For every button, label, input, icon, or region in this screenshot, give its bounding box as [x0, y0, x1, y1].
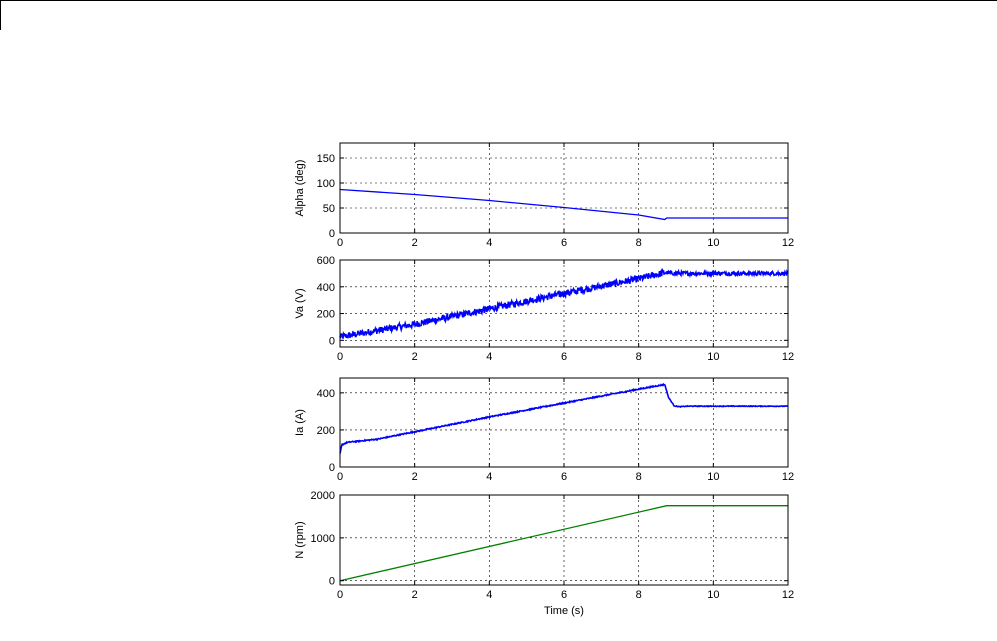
x-tick-label: 4	[486, 471, 492, 483]
y-tick-label: 100	[317, 178, 335, 190]
x-tick-label: 0	[337, 589, 343, 601]
series-line	[339, 188, 788, 221]
x-tick-label: 6	[561, 589, 567, 601]
x-tick-label: 10	[707, 237, 719, 249]
x-tick-label: 8	[636, 237, 642, 249]
series-line	[339, 382, 789, 454]
x-tick-label: 0	[337, 471, 343, 483]
plot-area	[340, 378, 788, 467]
x-tick-label: 10	[707, 351, 719, 363]
x-tick-label: 4	[486, 351, 492, 363]
subplot-va: 0 2 4 6 8 10 12 0 200 400 600 Va (V)	[294, 255, 794, 363]
series-line	[339, 505, 788, 582]
y-tick-label: 2000	[311, 490, 335, 502]
y-tick-label: 200	[317, 309, 335, 321]
y-tick-label: 400	[317, 282, 335, 294]
series-line	[339, 267, 789, 339]
x-tick-label: 2	[412, 471, 418, 483]
y-tick-label: 600	[317, 255, 335, 267]
y-axis-label: N (rpm)	[294, 521, 306, 558]
x-tick-label: 8	[636, 471, 642, 483]
x-tick-label: 6	[561, 351, 567, 363]
x-tick-label: 8	[636, 351, 642, 363]
window-left-border	[0, 0, 1, 30]
y-tick-label: 0	[329, 462, 335, 474]
x-tick-label: 2	[412, 589, 418, 601]
x-tick-label: 12	[782, 237, 794, 249]
x-tick-label: 12	[782, 351, 794, 363]
x-tick-label: 2	[412, 237, 418, 249]
subplot-ia: 0 2 4 6 8 10 12 0 200 400 Ia (A)	[294, 377, 794, 483]
x-tick-label: 2	[412, 351, 418, 363]
y-tick-label: 0	[329, 335, 335, 347]
x-axis-label: Time (s)	[544, 605, 584, 617]
y-tick-label: 0	[329, 228, 335, 240]
subplot-speed: 0 2 4 6 8 10 12 0 1000 2000 N (rpm) Time (s)	[294, 490, 794, 617]
x-tick-label: 6	[561, 237, 567, 249]
y-tick-label: 0	[329, 576, 335, 588]
subplot-alpha: 0 2 4 6 8 10 12 0 50 100 150 Alpha (deg)	[294, 142, 794, 249]
x-tick-label: 10	[707, 471, 719, 483]
y-tick-label: 400	[317, 388, 335, 400]
x-tick-label: 10	[707, 589, 719, 601]
x-tick-label: 4	[486, 589, 492, 601]
y-axis-label: Alpha (deg)	[294, 160, 306, 217]
x-tick-label: 8	[636, 589, 642, 601]
y-axis-label: Ia (A)	[294, 409, 306, 436]
x-tick-label: 12	[782, 589, 794, 601]
window-top-border	[0, 0, 997, 1]
x-tick-label: 4	[486, 237, 492, 249]
y-tick-label: 150	[317, 153, 335, 165]
y-tick-label: 50	[323, 203, 335, 215]
y-tick-label: 200	[317, 425, 335, 437]
y-axis-label: Va (V)	[294, 288, 306, 318]
y-tick-label: 1000	[311, 533, 335, 545]
x-tick-label: 0	[337, 237, 343, 249]
x-tick-label: 12	[782, 471, 794, 483]
x-tick-label: 6	[561, 471, 567, 483]
x-tick-label: 0	[337, 351, 343, 363]
